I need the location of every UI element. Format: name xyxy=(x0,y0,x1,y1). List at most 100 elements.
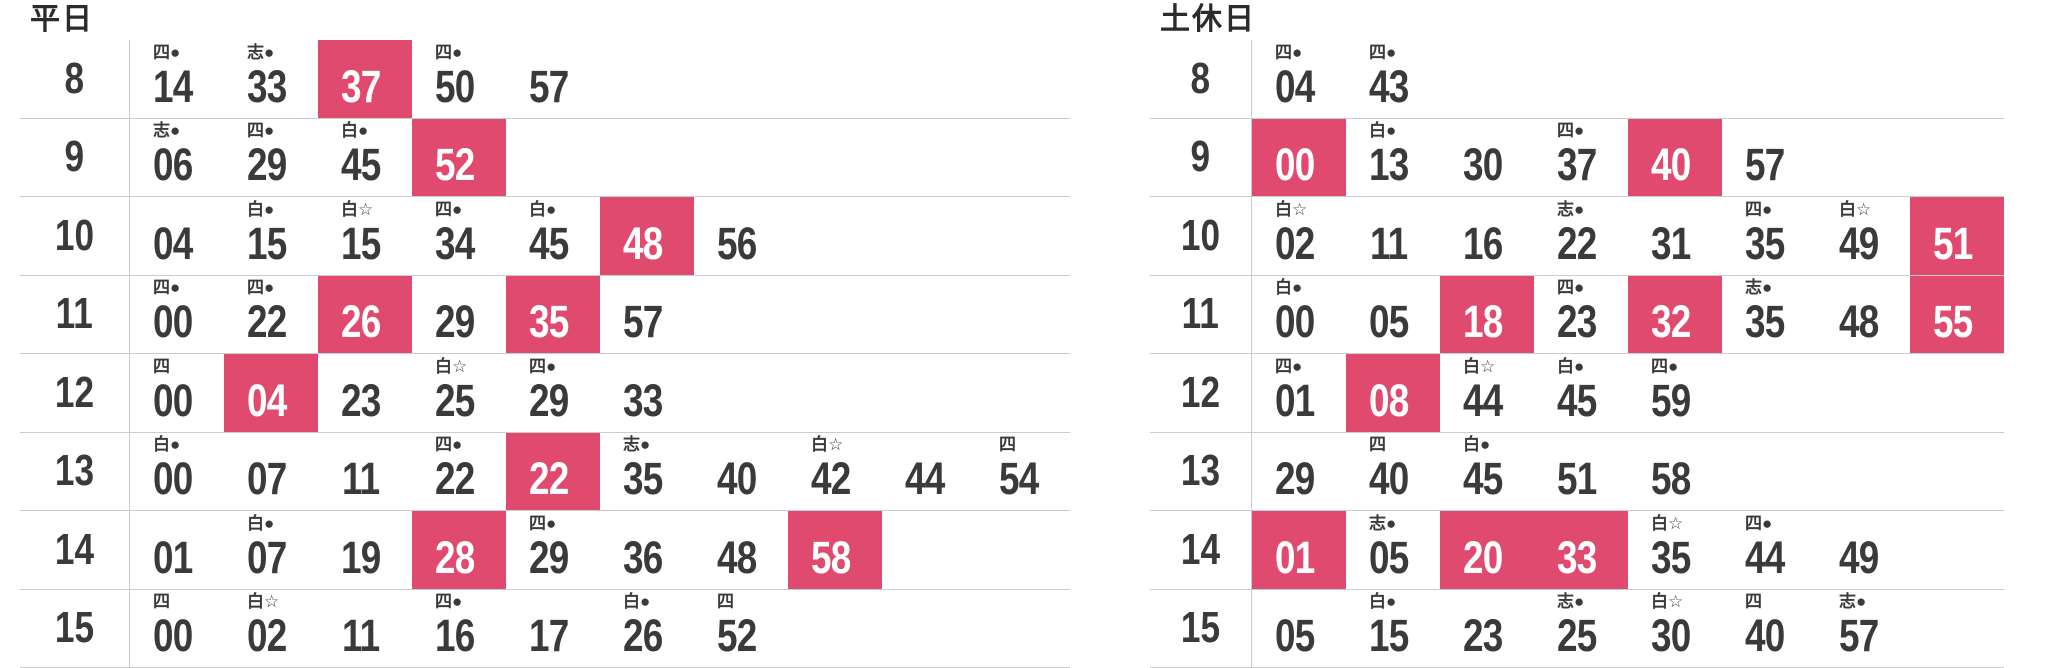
departure-stack: 四● 29 xyxy=(529,513,577,580)
departure-cell: 四● 01 xyxy=(1252,354,1346,432)
minute-value: 30 xyxy=(1462,139,1503,190)
departure-stack: 白● 13 xyxy=(1369,120,1417,187)
departure-cell: 四● 29 xyxy=(506,511,600,589)
train-type-note: 四 xyxy=(998,435,1016,454)
minute-value: 48 xyxy=(622,217,663,269)
hour-value: 10 xyxy=(54,210,95,260)
departure-cell: 志● 33 xyxy=(224,40,318,118)
departure-stack: 11 xyxy=(1370,199,1416,266)
hour-value: 13 xyxy=(54,446,95,496)
departure-stack: 白☆ 49 xyxy=(1839,199,1887,266)
minute-value: 23 xyxy=(1462,610,1503,661)
minute-value: 05 xyxy=(1368,531,1409,583)
departure-cell: 四● 50 xyxy=(412,40,506,118)
departure-cell: 白● 45 xyxy=(1534,354,1628,432)
departure-cell: 四● 14 xyxy=(130,40,224,118)
departure-cell: 57 xyxy=(506,40,600,118)
departure-stack: 四● 50 xyxy=(435,42,483,109)
departure-stack: 30 xyxy=(1463,120,1511,187)
departure-stack: 四● 00 xyxy=(153,277,201,344)
departure-stack: 51 xyxy=(1933,199,1981,266)
departure-cell: 57 xyxy=(1722,119,1816,197)
departure-cell: 白☆ 35 xyxy=(1628,511,1722,589)
departure-stack: 四● 01 xyxy=(1275,356,1323,423)
departure-stack: 57 xyxy=(623,277,671,344)
hour-row: 15 05 白● 15 23 志● 25 白☆ 30 四 40 志● 57 xyxy=(1150,589,2004,668)
holiday-rows: 8 四● 04 四● 43 9 00 白● 13 30 四● 37 40 57 10 白☆ 02 11 … xyxy=(1150,40,2004,668)
train-type-note: 四● xyxy=(528,513,557,533)
train-type-note: 志● xyxy=(622,435,651,454)
departure-cell: 05 xyxy=(1346,276,1440,354)
departure-cell-highlighted: 35 xyxy=(506,275,600,353)
train-type-note: 白● xyxy=(1368,121,1397,140)
train-type-note: 白☆ xyxy=(434,356,468,376)
departure-cell: 志● 06 xyxy=(130,119,224,197)
minute-value: 57 xyxy=(622,296,663,347)
hour-value: 9 xyxy=(64,132,85,182)
departure-cell: 四● 22 xyxy=(412,433,506,511)
train-type-note: 四● xyxy=(246,278,275,297)
departure-cell: 29 xyxy=(1252,433,1346,511)
departure-stack: 37 xyxy=(341,42,389,109)
train-type-note: 白● xyxy=(1274,278,1303,297)
hour-row: 14 01 志● 05 20 33 白☆ 35 四● 44 49 xyxy=(1150,511,2004,590)
departure-cells: 白☆ 02 11 16 志● 22 31 四● 35 白☆ 49 51 xyxy=(1252,197,2004,275)
minute-value: 16 xyxy=(434,610,475,661)
departure-stack: 四● 04 xyxy=(1275,42,1323,109)
departure-stack: 白☆ 15 xyxy=(341,199,389,266)
minute-value: 42 xyxy=(810,453,851,504)
train-type-note: 四● xyxy=(1274,356,1303,376)
departure-cells: 白● 00 05 18 四● 23 32 志● 35 48 55 xyxy=(1252,275,2004,354)
departure-cell: 16 xyxy=(1440,197,1534,275)
minute-value: 51 xyxy=(1932,217,1973,269)
departure-cell-highlighted: 32 xyxy=(1628,275,1722,353)
minute-value: 18 xyxy=(1462,296,1503,347)
train-type-note: 白● xyxy=(1462,435,1491,454)
minute-value: 15 xyxy=(340,217,381,269)
minute-value: 29 xyxy=(434,296,475,347)
minute-value: 25 xyxy=(434,374,475,426)
minute-value: 17 xyxy=(528,610,569,661)
departure-stack: 四● 23 xyxy=(1557,277,1605,344)
hour-label: 15 xyxy=(1150,589,1252,667)
weekday-timetable: 平日 8 四● 14 志● 33 37 四● 50 57 9 志● 06 四● 29 白● 45 52 10… xyxy=(20,0,1070,668)
departure-cells: 志● 06 四● 29 白● 45 52 xyxy=(130,118,506,197)
hour-label: 8 xyxy=(20,40,130,118)
departure-cell: 四● 23 xyxy=(1534,276,1628,354)
hour-row: 10 白☆ 02 11 16 志● 22 31 四● 35 白☆ 49 51 xyxy=(1150,197,2004,276)
departure-cells: 四● 01 08 白☆ 44 白● 45 四● 59 xyxy=(1252,354,1722,432)
train-type-note: 白☆ xyxy=(810,435,844,454)
departure-cell: 白● 45 xyxy=(1440,433,1534,511)
departure-stack: 志● 33 xyxy=(247,42,295,109)
departure-stack: 白● 15 xyxy=(247,199,295,266)
departure-stack: 04 xyxy=(247,356,295,423)
train-type-note: 白☆ xyxy=(1838,199,1872,219)
minute-value: 00 xyxy=(1274,139,1315,190)
departure-stack: 32 xyxy=(1651,277,1699,344)
departure-stack: 16 xyxy=(1463,199,1511,266)
hour-row: 13 白● 00 07 11 四● 22 22 志● 35 40 白☆ 42 44 四 54 xyxy=(20,432,1070,511)
minute-value: 44 xyxy=(904,453,945,504)
train-type-note: 四● xyxy=(1650,356,1679,376)
train-type-note: 四● xyxy=(246,121,275,140)
minute-value: 02 xyxy=(1274,217,1315,269)
departure-stack: 33 xyxy=(623,356,671,423)
minute-value: 48 xyxy=(1838,296,1879,347)
departure-cell-highlighted: 26 xyxy=(318,275,412,353)
departure-stack: 四● 59 xyxy=(1651,356,1699,423)
hour-value: 12 xyxy=(1180,367,1221,417)
minute-value: 15 xyxy=(246,217,287,269)
minute-value: 40 xyxy=(1650,139,1691,190)
departure-cell: 40 xyxy=(694,433,788,511)
departure-stack: 四● 37 xyxy=(1557,120,1605,187)
minute-value: 58 xyxy=(810,531,851,583)
departure-cell: 11 xyxy=(318,590,412,668)
minute-value: 37 xyxy=(1556,139,1597,190)
hour-value: 11 xyxy=(55,289,94,339)
train-type-note: 白● xyxy=(152,435,181,454)
departure-stack: 四 40 xyxy=(1369,434,1417,501)
departure-stack: 四● 43 xyxy=(1369,42,1417,109)
minute-value: 36 xyxy=(622,531,663,583)
departure-cell: 白● 15 xyxy=(1346,590,1440,668)
train-type-note: 四 xyxy=(1744,592,1762,611)
